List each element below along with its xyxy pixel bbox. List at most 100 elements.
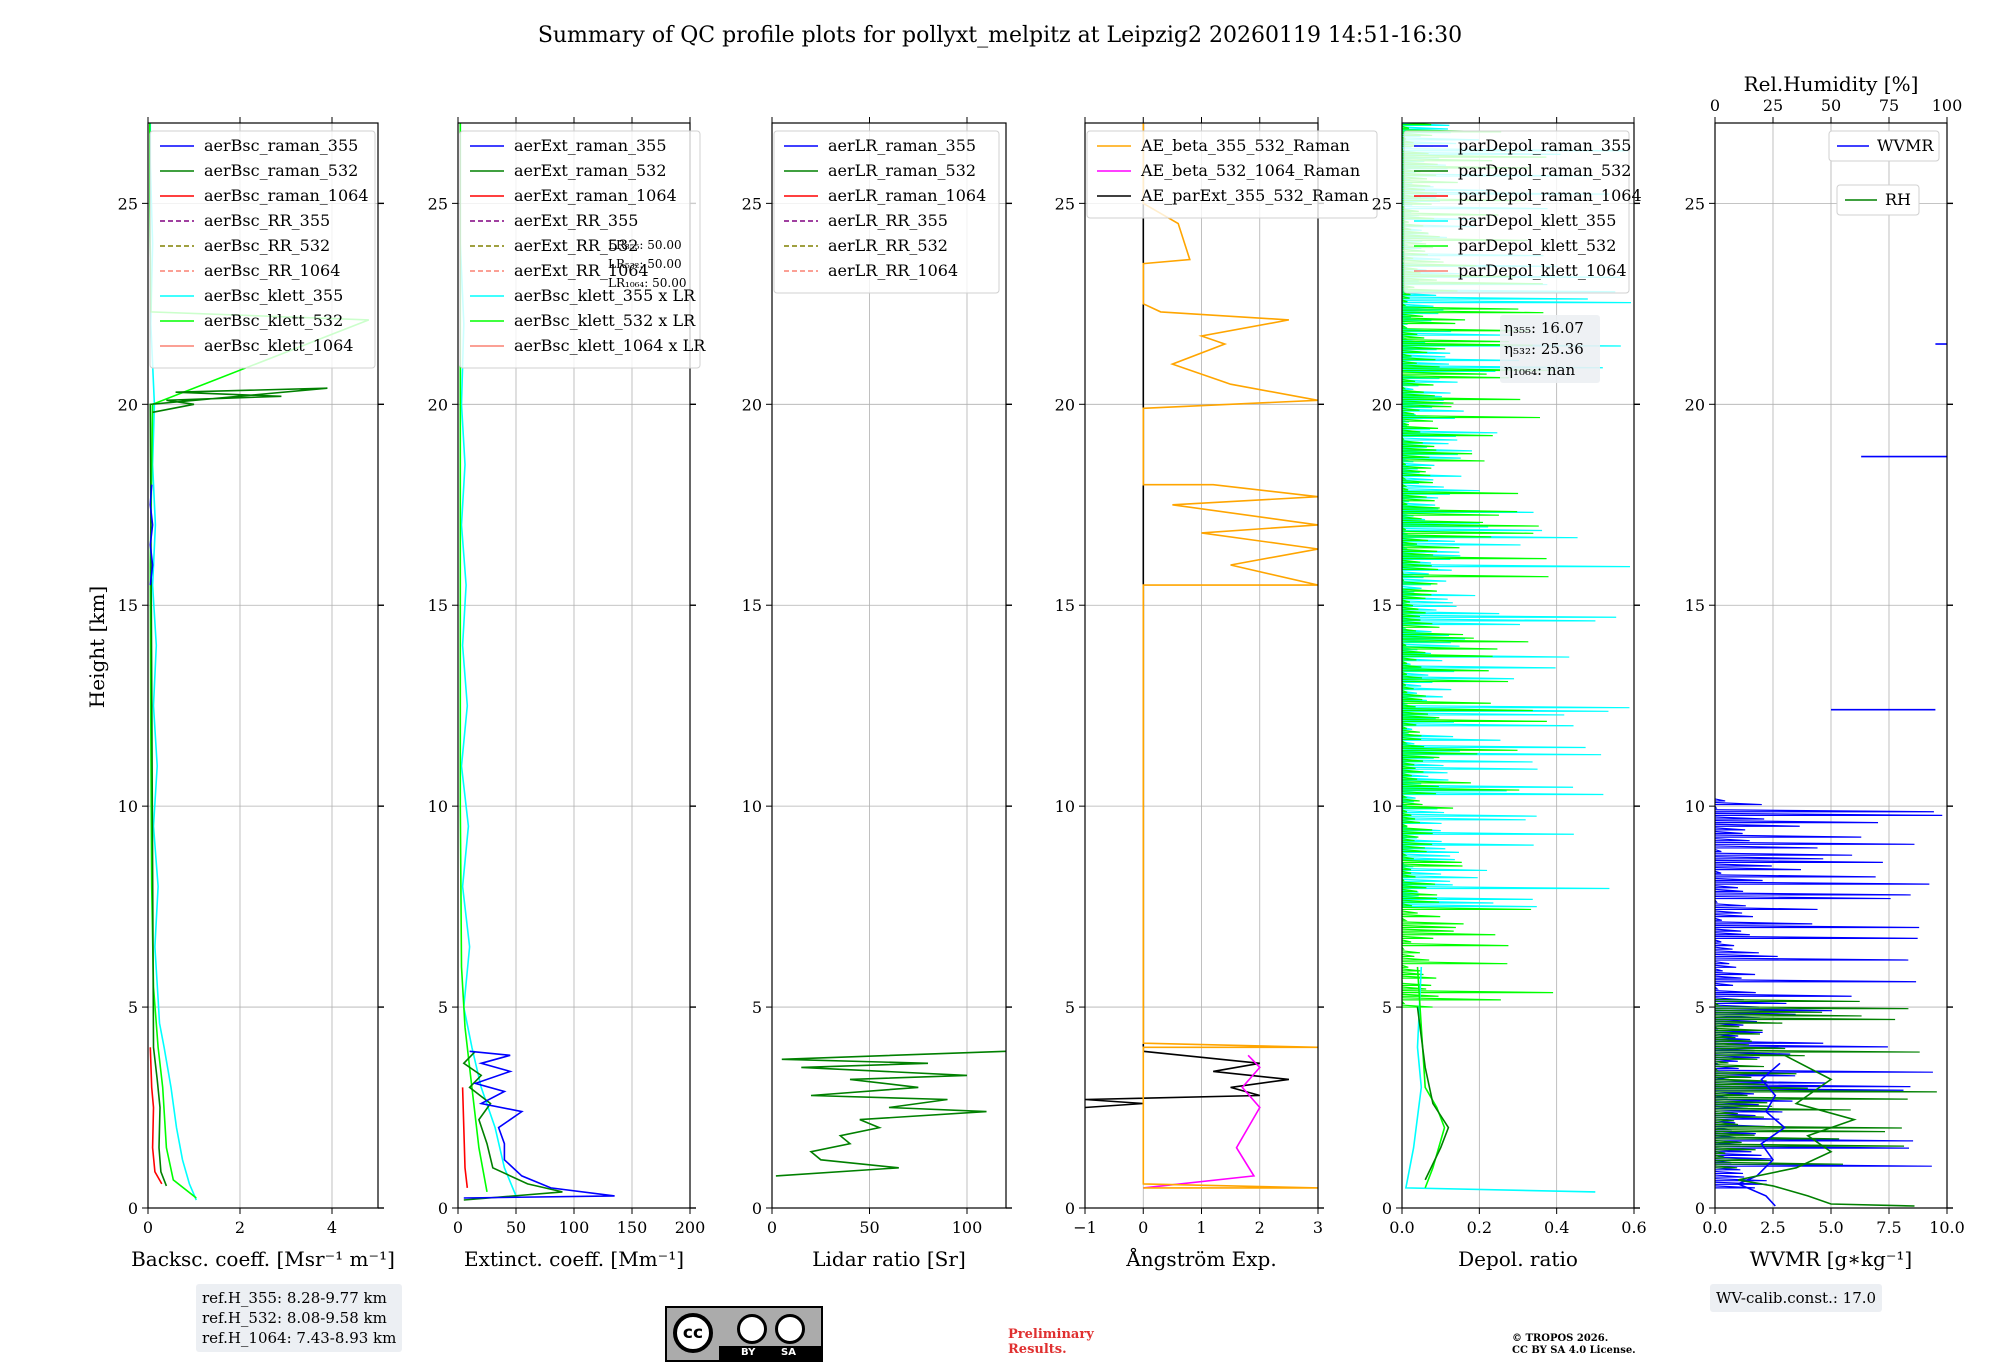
y-tick-label: 15 [428, 596, 448, 615]
legend-label: parDepol_klett_355 [1458, 211, 1616, 230]
legend-label: parDepol_raman_532 [1458, 161, 1631, 180]
y-tick-label: 0 [752, 1199, 762, 1218]
y-tick-label: 15 [1055, 596, 1075, 615]
y-tick-label: 10 [1055, 797, 1075, 816]
y-tick-label: 5 [752, 998, 762, 1017]
ref-height-1064: ref.H_1064: 7.43-8.93 km [202, 1329, 397, 1347]
series-line-AE_beta_355_532_Raman [1142, 123, 1318, 1189]
preliminary-line-1: Preliminary [1008, 1327, 1094, 1342]
x-tick-label: 5.0 [1818, 1218, 1843, 1237]
legend-label: aerBsc_klett_532 [204, 311, 343, 330]
legend-label: aerExt_raman_1064 [514, 186, 677, 205]
legend-label: aerLR_raman_355 [828, 136, 976, 155]
ref-height-355: ref.H_355: 8.28-9.77 km [202, 1289, 387, 1307]
legend-box [459, 130, 701, 369]
x-tick-label: 0 [1138, 1218, 1148, 1237]
series-line-WVMR [1736, 1062, 1786, 1207]
ref-height-532: ref.H_532: 8.08-9.58 km [202, 1309, 387, 1327]
legend-label: parDepol_raman_355 [1458, 136, 1631, 155]
legend-label: aerBsc_RR_355 [204, 211, 330, 230]
by-person-icon [737, 1314, 767, 1344]
x-tick-label: 100 [559, 1218, 590, 1237]
x-tick-label: 1 [1196, 1218, 1206, 1237]
legend-label: aerBsc_klett_532 x LR [514, 311, 696, 330]
legend-label: aerExt_RR_532 [514, 236, 638, 255]
panel-2: 0 50 100 150 200 0 5 10 15 20 25 Extinct. coeff. [M… [428, 117, 706, 1271]
preliminary-results-note: Preliminary Results. [1008, 1327, 1094, 1357]
legend-label: aerExt_RR_355 [514, 211, 638, 230]
x-axis-label: Depol. ratio [1458, 1247, 1578, 1271]
panel-1: 0 2 4 0 5 10 15 20 25 Backsc. coeff. [Msr⁻¹ m⁻¹] a… [118, 117, 395, 1271]
y-tick-label: 20 [1685, 395, 1705, 414]
legend-label: aerBsc_raman_532 [204, 161, 358, 180]
y-tick-label: 5 [438, 998, 448, 1017]
y-tick-label: 0 [438, 1199, 448, 1218]
series-line-aerBsc_klett_532 x LR [459, 123, 488, 1193]
y-tick-label: 25 [1685, 194, 1705, 213]
y-tick-label: 25 [118, 194, 138, 213]
legend-label: aerBsc_raman_355 [204, 136, 358, 155]
y-tick-label: 10 [118, 797, 138, 816]
eta-note: η₃₅₅: 16.07 [1504, 319, 1584, 337]
y-tick-label: 10 [1685, 797, 1705, 816]
x-tick-label: 100 [952, 1218, 983, 1237]
top-x-tick-label: 75 [1879, 96, 1899, 115]
legend-box [149, 130, 376, 369]
axes-frame [147, 122, 379, 1209]
cc-logo-icon: cc [673, 1313, 713, 1353]
legend-label: aerBsc_klett_355 x LR [514, 286, 696, 305]
sa-share-icon [775, 1314, 805, 1344]
legend-label: aerBsc_klett_1064 [204, 336, 353, 355]
top-x-axis-label: Rel.Humidity [%] [1744, 72, 1919, 96]
legend-label: AE_parExt_355_532_Raman [1140, 186, 1369, 205]
panel-6: 0.0 2.5 5.0 7.5 10.0 0 5 10 15 20 25 WVMR [g∗kg⁻¹] 0… [1685, 72, 1965, 1271]
legend-label: parDepol_klett_532 [1458, 236, 1616, 255]
cc-logo-text: cc [682, 1323, 704, 1343]
legend-label: aerLR_RR_355 [828, 211, 948, 230]
legend-label: aerBsc_klett_1064 x LR [514, 336, 706, 355]
x-tick-label: 2 [235, 1218, 245, 1237]
top-x-tick-label: 0 [1710, 96, 1720, 115]
eta-note-box [1500, 315, 1600, 383]
series-line-RH [1738, 1054, 1915, 1207]
legend-label: aerLR_raman_532 [828, 161, 976, 180]
wv-calibration-box: WV-calib.const.: 17.0 [1710, 1284, 1883, 1312]
legend-label: RH [1885, 190, 1911, 209]
legend-label: AE_beta_532_1064_Raman [1140, 161, 1360, 180]
axes-frame [1401, 122, 1635, 1209]
top-x-tick-label: 50 [1821, 96, 1841, 115]
y-tick-label: 5 [1382, 998, 1392, 1017]
wv-calib-constant: WV-calib.const.: 17.0 [1716, 1289, 1877, 1307]
y-tick-label: 5 [1065, 998, 1075, 1017]
series-line-aerExt_raman_1064 [461, 1087, 469, 1188]
copyright-line-2: CC BY SA 4.0 License. [1512, 1345, 1636, 1356]
series-line-aerBsc_raman_1064 [149, 1047, 163, 1185]
x-tick-label: 50 [506, 1218, 526, 1237]
legend-label: aerBsc_klett_355 [204, 286, 343, 305]
y-tick-label: 10 [742, 797, 762, 816]
x-tick-label: 50 [859, 1218, 879, 1237]
eta-note: η₁₀₆₄: nan [1504, 361, 1575, 379]
legend-box [1836, 184, 1920, 216]
series-line-aerBsc_klett_355 x LR [459, 123, 517, 1197]
axes-frame [771, 122, 1007, 1209]
y-tick-label: 5 [128, 998, 138, 1017]
legend-label: aerBsc_RR_532 [204, 236, 330, 255]
plot-area [459, 123, 615, 1201]
x-tick-label: 0 [453, 1218, 463, 1237]
y-tick-label: 0 [1382, 1199, 1392, 1218]
x-tick-label: 2.5 [1760, 1218, 1785, 1237]
legend-label: aerExt_raman_532 [514, 161, 667, 180]
copyright-note: © TROPOS 2026. CC BY SA 4.0 License. [1512, 1333, 1636, 1357]
y-axis-label: Height [km] [85, 586, 109, 708]
y-tick-label: 10 [428, 797, 448, 816]
series-line-parDepol_klett_355 [1404, 966, 1596, 1193]
y-tick-label: 0 [1065, 1199, 1075, 1218]
x-axis-label: Lidar ratio [Sr] [812, 1247, 966, 1271]
y-tick-label: 20 [118, 395, 138, 414]
top-x-tick-label: 100 [1932, 96, 1963, 115]
series-line-aerBsc_raman_355 [149, 484, 154, 586]
plot-area [775, 1050, 1006, 1177]
